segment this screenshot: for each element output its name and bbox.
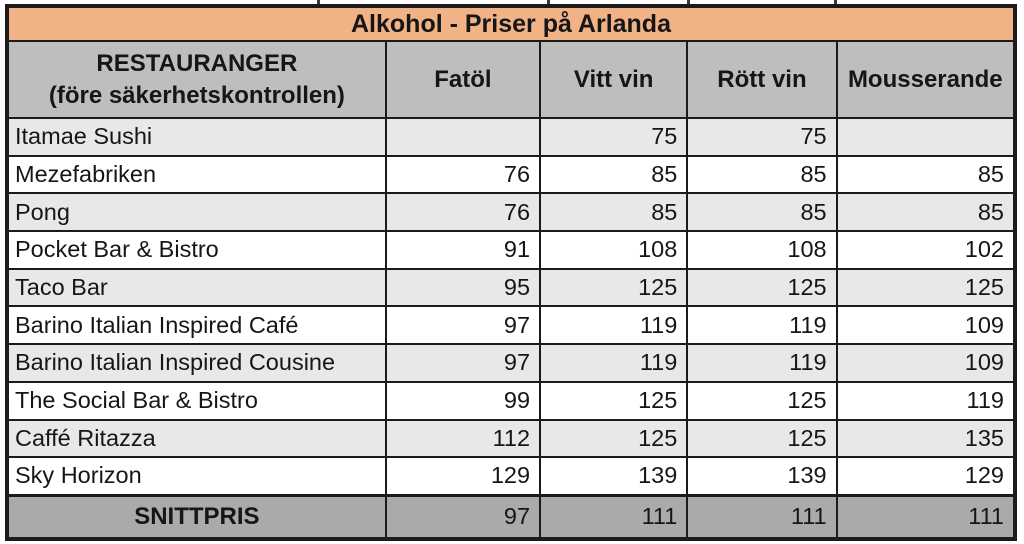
table-row: Barino Italian Inspired Café 97 119 119 … [6,305,1017,346]
price-cell-vitt-vin: 108 [539,230,689,270]
price-cell-fatol: 76 [384,154,542,195]
price-cell-rott-vin: 108 [686,230,838,270]
price-cell-vitt-vin: 125 [539,380,689,421]
price-cell-rott-vin: 119 [686,305,838,346]
restaurant-name-cell: Barino Italian Inspired Cousine [6,343,387,383]
price-cell-fatol: 97 [384,305,542,346]
table-row: Caffé Ritazza 112 125 125 135 [6,418,1017,459]
price-cell-fatol: 99 [384,380,542,421]
price-cell-mousserande: 109 [835,343,1017,383]
price-cell-fatol: 129 [384,456,542,496]
restaurant-name-cell: Sky Horizon [6,456,387,496]
restaurant-name-cell: Caffé Ritazza [6,418,387,459]
table-row: Barino Italian Inspired Cousine 97 119 1… [6,343,1017,383]
price-cell-vitt-vin: 125 [539,267,689,308]
restaurant-name-cell: Pong [6,192,387,233]
price-table-sheet: Alkohol - Priser på Arlanda RESTAURANGER… [5,4,1017,541]
table-title: Alkohol - Priser på Arlanda [6,5,1016,42]
price-cell-mousserande: 129 [835,456,1017,496]
price-cell-vitt-vin: 125 [539,418,689,459]
price-cell-rott-vin: 85 [686,192,838,233]
average-price-row: SNITTPRIS 97 111 111 111 [6,493,1017,540]
column-header-restaurants: RESTAURANGER (före säkerhetskontrollen) [6,40,387,119]
table-title-row: Alkohol - Priser på Arlanda [6,5,1016,42]
price-cell-fatol: 76 [384,192,542,233]
cutoff-gridline-tick [687,0,690,6]
table-header-row: RESTAURANGER (före säkerhetskontrollen) … [6,40,1017,119]
cutoff-gridline-tick [317,0,320,6]
table-row: The Social Bar & Bistro 99 125 125 119 [6,380,1017,421]
price-cell-vitt-vin: 75 [539,117,689,157]
restaurant-name-cell: Itamae Sushi [6,117,387,157]
table-row: Sky Horizon 129 139 139 129 [6,456,1017,496]
price-cell-mousserande [835,117,1017,157]
price-cell-mousserande: 135 [835,418,1017,459]
column-header-restaurants-line2: (före säkerhetskontrollen) [48,81,345,109]
avg-price-cell-mousserande: 111 [835,493,1017,540]
price-cell-vitt-vin: 139 [539,456,689,496]
cutoff-gridline-tick [834,0,837,6]
restaurant-name-cell: Mezefabriken [6,154,387,195]
avg-price-cell-rott-vin: 111 [686,493,838,540]
price-cell-mousserande: 125 [835,267,1017,308]
price-cell-fatol: 112 [384,418,542,459]
restaurant-name-cell: Pocket Bar & Bistro [6,230,387,270]
snittpris-label: SNITTPRIS [6,493,387,540]
table-row: Itamae Sushi 75 75 [6,117,1017,157]
restaurant-name-cell: The Social Bar & Bistro [6,380,387,421]
price-cell-fatol: 95 [384,267,542,308]
cutoff-gridline-tick [547,0,550,6]
column-header-mousserande: Mousserande [835,40,1017,119]
price-cell-rott-vin: 125 [686,267,838,308]
column-header-restaurants-line1: RESTAURANGER [96,49,298,77]
restaurant-name-cell: Barino Italian Inspired Café [6,305,387,346]
price-cell-fatol: 97 [384,343,542,383]
column-header-fatol: Fatöl [384,40,542,119]
table-row: Pong 76 85 85 85 [6,192,1017,233]
price-cell-mousserande: 102 [835,230,1017,270]
price-cell-mousserande: 85 [835,192,1017,233]
price-cell-rott-vin: 139 [686,456,838,496]
price-cell-mousserande: 109 [835,305,1017,346]
price-cell-rott-vin: 85 [686,154,838,195]
price-cell-vitt-vin: 85 [539,192,689,233]
table-row: Pocket Bar & Bistro 91 108 108 102 [6,230,1017,270]
price-cell-fatol [384,117,542,157]
avg-price-cell-vitt-vin: 111 [539,493,689,540]
price-cell-rott-vin: 125 [686,418,838,459]
restaurant-name-cell: Taco Bar [6,267,387,308]
price-cell-vitt-vin: 119 [539,305,689,346]
price-cell-rott-vin: 119 [686,343,838,383]
price-cell-rott-vin: 75 [686,117,838,157]
table-row: Mezefabriken 76 85 85 85 [6,154,1017,195]
alkohol-price-table: Alkohol - Priser på Arlanda RESTAURANGER… [5,4,1017,541]
price-cell-mousserande: 119 [835,380,1017,421]
column-header-rott-vin: Rött vin [686,40,838,119]
price-cell-vitt-vin: 85 [539,154,689,195]
price-cell-rott-vin: 125 [686,380,838,421]
avg-price-cell-fatol: 97 [384,493,542,540]
price-cell-mousserande: 85 [835,154,1017,195]
price-cell-vitt-vin: 119 [539,343,689,383]
table-row: Taco Bar 95 125 125 125 [6,267,1017,308]
column-header-vitt-vin: Vitt vin [539,40,689,119]
price-cell-fatol: 91 [384,230,542,270]
